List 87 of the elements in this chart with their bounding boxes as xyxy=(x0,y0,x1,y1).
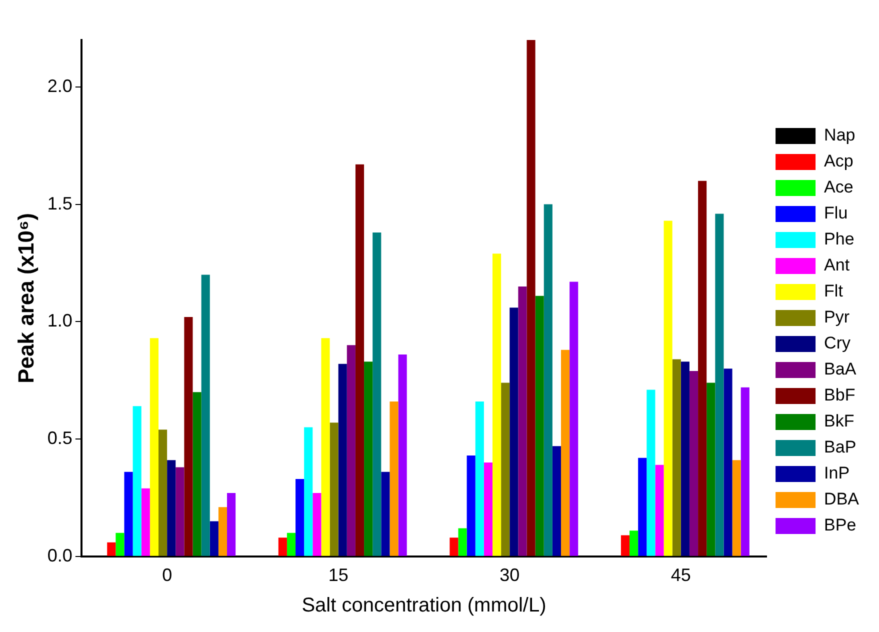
bar xyxy=(381,472,390,556)
bar xyxy=(510,308,518,556)
bar xyxy=(680,362,690,556)
y-tick-label: 0.0 xyxy=(47,545,72,566)
bar xyxy=(132,406,142,556)
bar xyxy=(116,532,124,556)
bar xyxy=(296,478,304,556)
bar xyxy=(312,493,322,556)
legend-label: BkF xyxy=(824,412,854,431)
y-tick-label: 2.0 xyxy=(47,76,72,96)
bar xyxy=(535,296,544,556)
bar xyxy=(544,204,552,556)
legend-label: Ace xyxy=(824,178,854,197)
bar xyxy=(201,274,210,556)
x-tick-label: 15 xyxy=(328,565,348,586)
bar xyxy=(338,364,347,556)
bar xyxy=(492,254,502,556)
legend-label: BbF xyxy=(824,386,856,405)
y-tick-label: 1.0 xyxy=(47,310,72,331)
y-axis-title: Peak area (x10⁶) xyxy=(13,213,38,384)
legend-label: BPe xyxy=(824,516,856,535)
bar xyxy=(150,338,158,556)
bar xyxy=(158,430,168,556)
bar xyxy=(484,462,492,556)
bar xyxy=(321,338,330,556)
bar xyxy=(167,460,176,556)
bar xyxy=(655,464,664,556)
bar xyxy=(286,532,296,556)
legend-label: Flt xyxy=(824,282,844,301)
bar xyxy=(346,345,356,556)
bar xyxy=(630,530,638,556)
legend-label: DBA xyxy=(824,490,860,509)
bar xyxy=(210,521,218,556)
x-tick-label: 0 xyxy=(162,565,172,586)
bar xyxy=(732,460,741,556)
bar xyxy=(724,368,732,556)
bar xyxy=(458,528,467,556)
bar xyxy=(192,392,202,556)
y-tick-label: 1.5 xyxy=(47,193,72,214)
bar xyxy=(176,467,184,556)
bar xyxy=(218,507,228,556)
y-tick-label: 0.5 xyxy=(47,428,72,448)
bar xyxy=(620,535,630,556)
bar xyxy=(526,40,536,556)
bar xyxy=(518,286,527,556)
bar xyxy=(450,538,458,556)
legend-label: Acp xyxy=(824,152,854,171)
legend-label: Pyr xyxy=(824,308,850,327)
bar xyxy=(141,488,150,556)
bar xyxy=(278,538,287,556)
bar xyxy=(706,382,716,556)
bar xyxy=(475,401,484,556)
legend-label: Cry xyxy=(824,334,851,353)
bar xyxy=(646,390,656,556)
bar xyxy=(390,401,398,556)
x-axis-title: Salt concentration (mmol/L) xyxy=(302,594,546,617)
legend-label: Ant xyxy=(824,256,850,275)
bar xyxy=(638,458,647,556)
bar xyxy=(227,493,236,556)
bar xyxy=(501,382,510,556)
x-tick-label: 30 xyxy=(500,565,520,586)
bar xyxy=(364,362,373,556)
bar xyxy=(561,350,570,556)
x-tick-label: 45 xyxy=(670,565,691,586)
legend-label: Phe xyxy=(824,230,854,249)
bar xyxy=(466,455,476,556)
bar xyxy=(107,542,116,556)
bar xyxy=(398,354,407,556)
legend-label: Flu xyxy=(824,204,848,223)
bar xyxy=(715,214,724,556)
legend-label: InP xyxy=(824,464,850,483)
bar xyxy=(552,446,562,556)
bar xyxy=(698,180,707,556)
bar xyxy=(740,387,750,556)
bar xyxy=(689,370,698,556)
bar xyxy=(372,232,382,556)
legend-label: BaA xyxy=(824,360,857,379)
legend-label: BaP xyxy=(824,438,856,457)
bar xyxy=(664,220,672,556)
bar xyxy=(355,164,364,556)
bar xyxy=(184,316,193,556)
bar xyxy=(330,422,338,556)
bar xyxy=(124,472,133,556)
bar xyxy=(570,282,578,556)
legend-label: Nap xyxy=(824,126,856,145)
bar xyxy=(672,359,681,556)
bar xyxy=(304,427,313,556)
